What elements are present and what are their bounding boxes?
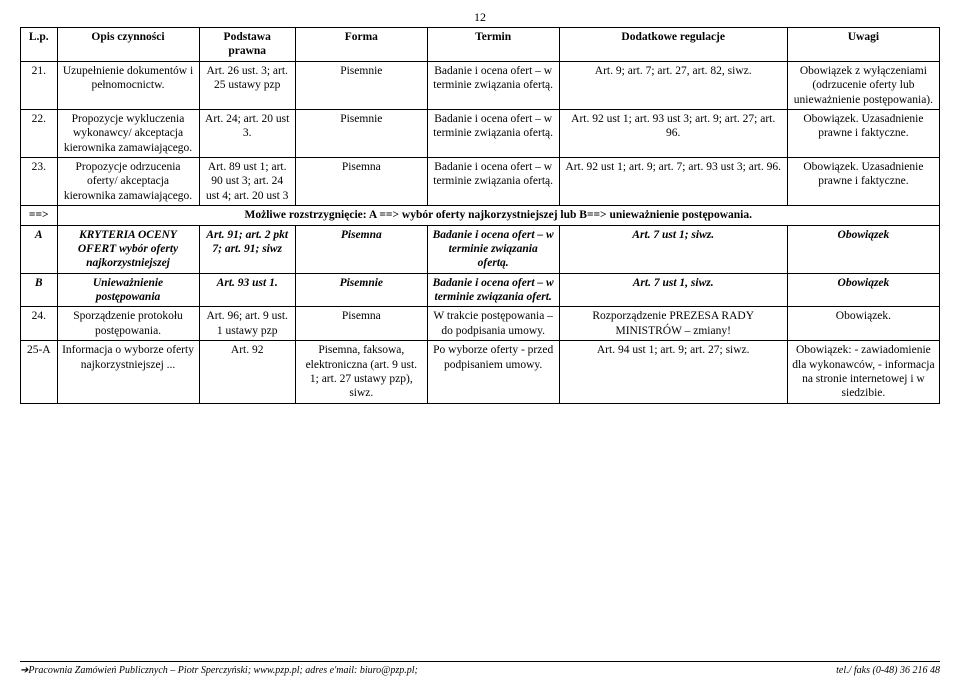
cell-uwagi: Obowiązek z wyłączeniami (odrzucenie ofe…: [787, 61, 939, 109]
cell-opis: KRYTERIA OCENY OFERT wybór oferty najkor…: [57, 225, 199, 273]
cell-lp: 22.: [21, 109, 58, 157]
page-number: 12: [20, 10, 940, 25]
cell-opis: Propozycje odrzucenia oferty/ akceptacja…: [57, 158, 199, 206]
cell-forma: Pisemnie: [295, 273, 427, 307]
col-forma: Forma: [295, 28, 427, 62]
cell-termin: W trakcie postępowania – do podpisania u…: [427, 307, 559, 341]
cell-podstawa: Art. 92: [199, 341, 295, 404]
cell-forma: Pisemna: [295, 225, 427, 273]
col-uwagi: Uwagi: [787, 28, 939, 62]
cell-lp: 25-A: [21, 341, 58, 404]
cell-forma: Pisemna, faksowa, elektroniczna (art. 9 …: [295, 341, 427, 404]
col-termin: Termin: [427, 28, 559, 62]
cell-termin: Po wyborze oferty - przed podpisaniem um…: [427, 341, 559, 404]
cell-dodatkowe: Art. 92 ust 1; art. 93 ust 3; art. 9; ar…: [559, 109, 787, 157]
cell-uwagi: Obowiązek: [787, 273, 939, 307]
col-opis: Opis czynności: [57, 28, 199, 62]
cell-dodatkowe: Art. 9; art. 7; art. 27, art. 82, siwz.: [559, 61, 787, 109]
cell-podstawa: Art. 96; art. 9 ust. 1 ustawy pzp: [199, 307, 295, 341]
cell-lp: 24.: [21, 307, 58, 341]
cell-opis: Sporządzenie protokołu postępowania.: [57, 307, 199, 341]
table-row: 24.Sporządzenie protokołu postępowania.A…: [21, 307, 940, 341]
separator-row: ==> Możliwe rozstrzygnięcie: A ==> wybór…: [21, 206, 940, 225]
cell-forma: Pisemna: [295, 158, 427, 206]
col-podstawa: Podstawa prawna: [199, 28, 295, 62]
cell-dodatkowe: Art. 7 ust 1; siwz.: [559, 225, 787, 273]
cell-lp: 21.: [21, 61, 58, 109]
cell-lp: 23.: [21, 158, 58, 206]
cell-uwagi: Obowiązek. Uzasadnienie prawne i faktycz…: [787, 109, 939, 157]
cell-dodatkowe: Rozporządzenie PREZESA RADY MINISTRÓW – …: [559, 307, 787, 341]
cell-lp: B: [21, 273, 58, 307]
separator-text: Możliwe rozstrzygnięcie: A ==> wybór ofe…: [57, 206, 939, 225]
table-row: AKRYTERIA OCENY OFERT wybór oferty najko…: [21, 225, 940, 273]
table-row: BUnieważnienie postępowaniaArt. 93 ust 1…: [21, 273, 940, 307]
col-lp: L.p.: [21, 28, 58, 62]
cell-opis: Unieważnienie postępowania: [57, 273, 199, 307]
table-row: 23.Propozycje odrzucenia oferty/ akcepta…: [21, 158, 940, 206]
header-row: L.p. Opis czynności Podstawa prawna Form…: [21, 28, 940, 62]
cell-podstawa: Art. 26 ust. 3; art. 25 ustawy pzp: [199, 61, 295, 109]
main-table: L.p. Opis czynności Podstawa prawna Form…: [20, 27, 940, 404]
cell-forma: Pisemna: [295, 307, 427, 341]
cell-uwagi: Obowiązek.: [787, 307, 939, 341]
cell-opis: Propozycje wykluczenia wykonawcy/ akcept…: [57, 109, 199, 157]
footer-right: tel./ faks (0-48) 36 216 48: [836, 665, 940, 676]
cell-dodatkowe: Art. 7 ust 1, siwz.: [559, 273, 787, 307]
cell-uwagi: Obowiązek: [787, 225, 939, 273]
cell-forma: Pisemnie: [295, 61, 427, 109]
separator-lp: ==>: [21, 206, 58, 225]
cell-podstawa: Art. 89 ust 1; art. 90 ust 3; art. 24 us…: [199, 158, 295, 206]
footer: ➔Pracownia Zamówień Publicznych – Piotr …: [20, 661, 940, 676]
cell-uwagi: Obowiązek: - zawiadomienie dla wykonawcó…: [787, 341, 939, 404]
table-row: 22.Propozycje wykluczenia wykonawcy/ akc…: [21, 109, 940, 157]
footer-left: ➔Pracownia Zamówień Publicznych – Piotr …: [20, 665, 418, 676]
cell-podstawa: Art. 24; art. 20 ust 3.: [199, 109, 295, 157]
cell-uwagi: Obowiązek. Uzasadnienie prawne i faktycz…: [787, 158, 939, 206]
cell-termin: Badanie i ocena ofert – w terminie związ…: [427, 158, 559, 206]
cell-dodatkowe: Art. 92 ust 1; art. 9; art. 7; art. 93 u…: [559, 158, 787, 206]
cell-termin: Badanie i ocena ofert – w terminie związ…: [427, 225, 559, 273]
cell-termin: Badanie i ocena ofert – w terminie związ…: [427, 273, 559, 307]
cell-podstawa: Art. 93 ust 1.: [199, 273, 295, 307]
cell-podstawa: Art. 91; art. 2 pkt 7; art. 91; siwz: [199, 225, 295, 273]
cell-lp: A: [21, 225, 58, 273]
table-row: 21.Uzupełnienie dokumentów i pełnomocnic…: [21, 61, 940, 109]
cell-forma: Pisemnie: [295, 109, 427, 157]
col-dodatkowe: Dodatkowe regulacje: [559, 28, 787, 62]
cell-termin: Badanie i ocena ofert – w terminie związ…: [427, 61, 559, 109]
cell-opis: Uzupełnienie dokumentów i pełnomocnictw.: [57, 61, 199, 109]
cell-opis: Informacja o wyborze oferty najkorzystni…: [57, 341, 199, 404]
table-row: 25-AInformacja o wyborze oferty najkorzy…: [21, 341, 940, 404]
cell-termin: Badanie i ocena ofert – w terminie związ…: [427, 109, 559, 157]
cell-dodatkowe: Art. 94 ust 1; art. 9; art. 27; siwz.: [559, 341, 787, 404]
